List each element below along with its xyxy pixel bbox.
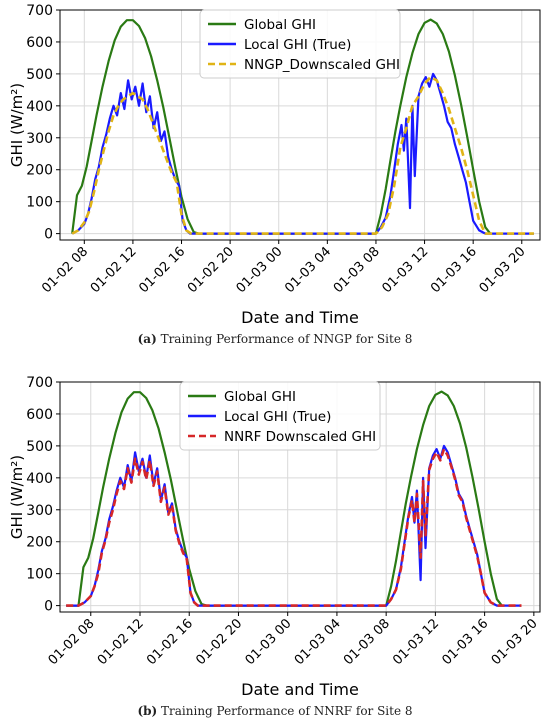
x-axis-label: Date and Time (241, 680, 359, 699)
y-tick-label: 0 (44, 227, 53, 243)
y-tick-label: 700 (26, 375, 53, 391)
x-tick-label: 01-02 20 (185, 244, 237, 296)
series-line-3 (66, 447, 522, 607)
y-tick-label: 700 (26, 3, 53, 19)
caption-b-text: Training Performance of NNRF for Site 8 (157, 704, 413, 718)
y-tick-label: 100 (26, 567, 53, 583)
x-tick-label: 01-03 16 (440, 616, 492, 668)
y-tick-label: 400 (26, 99, 53, 115)
y-tick-label: 200 (26, 163, 53, 179)
caption-b-letter: (b) (137, 704, 158, 718)
x-tick-label: 01-03 00 (243, 616, 295, 668)
y-tick-label: 500 (26, 67, 53, 83)
x-axis-label: Date and Time (241, 308, 359, 327)
x-tick-label: 01-02 12 (88, 244, 140, 296)
y-tick-label: 300 (26, 131, 53, 147)
x-tick-label: 01-03 12 (379, 244, 431, 296)
x-tick-label: 01-03 08 (331, 244, 383, 296)
legend-label: Global GHI (244, 17, 316, 33)
legend-box (199, 9, 401, 79)
legend-label: NNRF Downscaled GHI (224, 429, 376, 445)
legend-label: NNGP_Downscaled GHI (244, 57, 400, 73)
caption-a-letter: (a) (137, 332, 157, 346)
x-tick-label: 01-03 00 (234, 244, 286, 296)
y-tick-label: 200 (26, 535, 53, 551)
caption-a: (a) Training Performance of NNGP for Sit… (0, 332, 550, 346)
series-line-3 (71, 75, 534, 235)
caption-b: (b) Training Performance of NNRF for Sit… (0, 704, 550, 718)
x-tick-label: 01-03 04 (292, 616, 344, 668)
legend-box (179, 381, 381, 451)
y-tick-label: 400 (26, 471, 53, 487)
series-group (66, 390, 522, 607)
series-group (71, 18, 534, 235)
y-tick-label: 500 (26, 439, 53, 455)
y-tick-label: 600 (26, 35, 53, 51)
y-tick-label: 600 (26, 407, 53, 423)
y-tick-label: 0 (44, 599, 53, 615)
x-tick-label: 01-02 16 (144, 616, 196, 668)
x-tick-label: 01-02 16 (136, 244, 188, 296)
y-tick-label: 300 (26, 503, 53, 519)
legend: Global GHI Local GHI (True) NNGP_Downscale… (199, 9, 401, 79)
x-tick-label: 01-03 08 (341, 616, 393, 668)
x-tick-label: 01-02 20 (193, 616, 245, 668)
x-tick-label: 01-02 08 (46, 616, 98, 668)
x-tick-label: 01-02 12 (95, 616, 147, 668)
x-tick-label: 01-03 20 (489, 616, 541, 668)
y-axis-label: GHI (W/m²) (8, 83, 26, 167)
y-tick-label: 100 (26, 195, 53, 211)
legend-label: Local GHI (True) (244, 37, 351, 53)
x-tick-label: 01-03 04 (282, 244, 334, 296)
x-tick-label: 01-03 16 (428, 244, 480, 296)
legend-label: Local GHI (True) (224, 409, 331, 425)
legend-label: Global GHI (224, 389, 296, 405)
x-tick-label: 01-03 12 (390, 616, 442, 668)
legend: Global GHI Local GHI (True) NNRF Downscale… (179, 381, 381, 451)
x-tick-label: 01-02 08 (39, 244, 91, 296)
x-tick-label: 01-03 20 (477, 244, 529, 296)
y-axis-label: GHI (W/m²) (8, 455, 26, 539)
caption-a-text: Training Performance of NNGP for Site 8 (156, 332, 413, 346)
